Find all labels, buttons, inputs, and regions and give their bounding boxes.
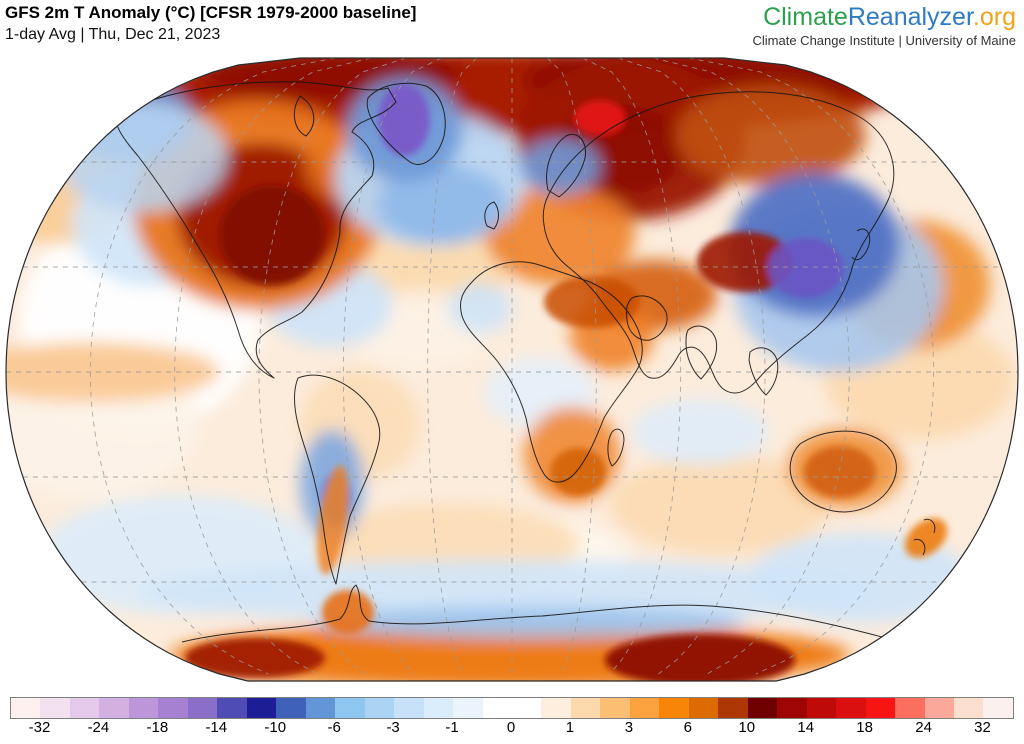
colorbar-tick: 10 — [738, 719, 756, 736]
coastlines — [114, 81, 936, 643]
brand-word: Reanalyzer — [847, 3, 973, 31]
colorbar-tick: -10 — [264, 719, 287, 736]
header: GFS 2m T Anomaly (°C) [CFSR 1979-2000 ba… — [0, 0, 1024, 54]
colorbar-cell — [954, 698, 984, 718]
colorbar-cell — [570, 698, 601, 718]
colorbar-tick: -32 — [28, 719, 51, 736]
colorbar-cell — [217, 698, 247, 718]
colorbar-tick: 18 — [856, 719, 873, 736]
brand-tagline: Climate Change Institute | University of… — [752, 32, 1017, 48]
colorbar-tick: -6 — [327, 719, 341, 736]
colorbar-cell — [69, 698, 100, 718]
colorbar-cell — [806, 698, 837, 718]
page-subtitle: 1-day Avg | Thu, Dec 21, 2023 — [5, 25, 221, 43]
colorbar-tick: -1 — [445, 719, 459, 736]
colorbar-cell — [688, 698, 719, 718]
colorbar-cell — [158, 698, 188, 718]
colorbar-tick-labels: -32 -24 -18 -14 -10 -6 -3 -1 0 1 3 6 10 14 18 24 32 — [10, 719, 1012, 737]
colorbar-cell — [747, 698, 778, 718]
page-title: GFS 2m T Anomaly (°C) [CFSR 1979-2000 ba… — [5, 3, 417, 22]
colorbar — [10, 697, 1014, 719]
colorbar-cell — [364, 698, 395, 718]
colorbar-cell — [482, 698, 512, 718]
colorbar-cell — [11, 698, 41, 718]
colorbar-tick: 14 — [797, 719, 815, 736]
map-outline — [5, 57, 1019, 682]
colorbar-cell — [983, 698, 1013, 718]
colorbar-cell — [541, 698, 571, 718]
colorbar-cell — [865, 698, 896, 718]
anomaly-shading-cores — [185, 84, 948, 681]
colorbar-cell — [777, 698, 807, 718]
colorbar-tick: 1 — [565, 719, 575, 736]
colorbar-tick: -14 — [205, 719, 228, 736]
colorbar-cell — [187, 698, 218, 718]
colorbar-tick: -3 — [386, 719, 400, 736]
colorbar-cell — [305, 698, 336, 718]
colorbar-cell — [99, 698, 129, 718]
colorbar-cell — [246, 698, 277, 718]
colorbar-cell — [836, 698, 866, 718]
colorbar-tick: -24 — [87, 719, 110, 736]
colorbar-tick: 24 — [915, 719, 932, 736]
colorbar-tick: -18 — [146, 719, 169, 736]
brand-logo[interactable]: ClimateReanalyzer.org — [753, 3, 1016, 32]
brand-word: Climate — [763, 3, 848, 31]
colorbar-cell — [600, 698, 630, 718]
colorbar-cell — [895, 698, 925, 718]
colorbar-cell — [40, 698, 70, 718]
colorbar-cell — [718, 698, 748, 718]
graticule-lines — [6, 58, 1018, 675]
colorbar-cell — [423, 698, 454, 718]
colorbar-cell — [659, 698, 689, 718]
colorbar-cell — [394, 698, 424, 718]
colorbar-cell — [511, 698, 542, 718]
colorbar-cell — [629, 698, 660, 718]
colorbar-tick: 0 — [506, 719, 516, 736]
colorbar-tick: 3 — [624, 719, 634, 736]
colorbar-tick: 32 — [974, 719, 991, 736]
colorbar-cell — [335, 698, 365, 718]
colorbar-tick: 6 — [683, 719, 692, 736]
colorbar-cell — [453, 698, 483, 718]
colorbar-cell — [128, 698, 159, 718]
colorbar-cell — [924, 698, 954, 718]
colorbar-cell — [276, 698, 306, 718]
anomaly-shading-soft — [6, 58, 1015, 681]
brand-word: .org — [972, 3, 1016, 31]
